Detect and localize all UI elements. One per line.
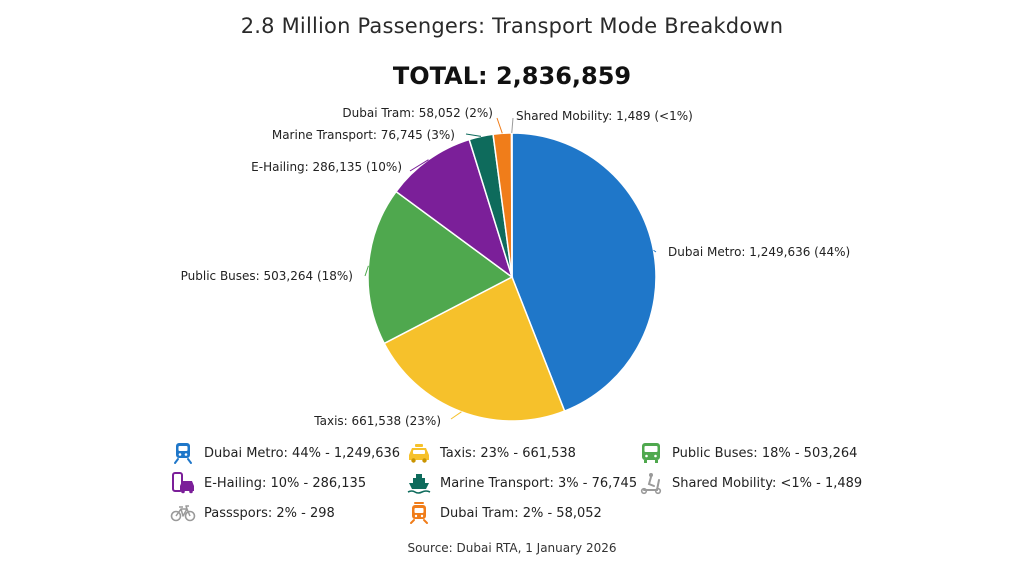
legend-item-dubai-metro: Dubai Metro: 44% - 1,249,636 bbox=[170, 441, 406, 465]
leader-line bbox=[511, 117, 514, 134]
total-label: TOTAL: 2,836,859 bbox=[392, 62, 632, 90]
bus-icon bbox=[642, 443, 660, 463]
legend-label: Public Buses: 18% - 503,264 bbox=[672, 445, 858, 461]
legend-item-taxis: Taxis: 23% - 661,538 bbox=[406, 441, 638, 465]
legend-label: Dubai Tram: 2% - 58,052 bbox=[440, 505, 602, 521]
legend-item-dubai-tram: Dubai Tram: 2% - 58,052 bbox=[406, 501, 638, 525]
slice-label: Public Buses: 503,264 (18%) bbox=[181, 269, 353, 283]
leader-line bbox=[653, 249, 657, 253]
slice-label: Marine Transport: 76,745 (3%) bbox=[272, 128, 455, 142]
legend: Dubai Metro: 44% - 1,249,636 Taxis: 23% … bbox=[170, 441, 890, 525]
pie-chart: Dubai Metro: 1,249,636 (44%) Taxis: 661,5… bbox=[181, 106, 851, 428]
pie-slice-public-buses bbox=[367, 190, 514, 345]
taxi-icon bbox=[409, 444, 429, 463]
ferry-icon bbox=[407, 474, 431, 494]
legend-label: Taxis: 23% - 661,538 bbox=[440, 445, 576, 461]
tram-icon bbox=[410, 502, 428, 524]
legend-item-passspors: Passspors: 2% - 298 bbox=[170, 501, 406, 525]
leader-line bbox=[450, 411, 462, 420]
scooter-icon bbox=[640, 473, 662, 495]
phone-car-icon bbox=[172, 472, 194, 494]
legend-item-shared-mobility: Shared Mobility: <1% - 1,489 bbox=[638, 471, 878, 495]
legend-item-public-buses: Public Buses: 18% - 503,264 bbox=[638, 441, 878, 465]
legend-label: E-Hailing: 10% - 286,135 bbox=[204, 475, 367, 491]
legend-label: Marine Transport: 3% - 76,745 bbox=[440, 475, 638, 491]
slice-label: Taxis: 661,538 (23%) bbox=[313, 414, 441, 428]
metro-icon bbox=[174, 443, 192, 464]
leader-line bbox=[496, 117, 503, 134]
slice-label: Shared Mobility: 1,489 (<1%) bbox=[516, 109, 693, 123]
legend-item-marine-transport: Marine Transport: 3% - 76,745 bbox=[406, 471, 638, 495]
slice-label: E-Hailing: 286,135 (10%) bbox=[251, 160, 402, 174]
leader-line bbox=[409, 159, 429, 172]
legend-label: Shared Mobility: <1% - 1,489 bbox=[672, 475, 863, 491]
source-note: Source: Dubai RTA, 1 January 2026 bbox=[407, 541, 617, 555]
leader-line bbox=[364, 265, 369, 277]
legend-label: Dubai Metro: 44% - 1,249,636 bbox=[204, 445, 401, 461]
legend-item-e-hailing: E-Hailing: 10% - 286,135 bbox=[170, 471, 406, 495]
slice-label: Dubai Metro: 1,249,636 (44%) bbox=[668, 245, 850, 259]
bicycle-icon bbox=[170, 505, 196, 522]
legend-label: Passspors: 2% - 298 bbox=[204, 505, 335, 521]
chart-title: 2.8 Million Passengers: Transport Mode B… bbox=[240, 14, 784, 38]
leader-line bbox=[465, 133, 482, 137]
slice-label: Dubai Tram: 58,052 (2%) bbox=[342, 106, 493, 120]
